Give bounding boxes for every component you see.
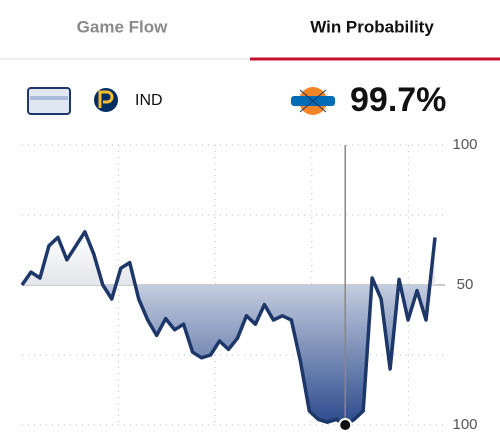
tab-label[interactable]: Win Probability <box>310 17 434 36</box>
y-tick-label: 100 <box>452 136 477 153</box>
pacers-logo <box>94 88 118 112</box>
y-tick-label: 50 <box>457 276 474 293</box>
area-lower <box>22 285 435 425</box>
team-abbr: IND <box>135 92 163 109</box>
y-tick-label: 100 <box>452 416 477 433</box>
plot <box>20 145 437 432</box>
knicks-logo <box>291 87 335 115</box>
win-probability-value: 99.7% <box>350 81 446 119</box>
area-upper <box>22 231 435 285</box>
line <box>20 230 437 427</box>
hover-dot <box>338 418 353 432</box>
card-icon <box>27 87 71 115</box>
tab-game-flow[interactable] <box>0 0 250 60</box>
tab-win-probability[interactable] <box>250 0 500 60</box>
tab-label[interactable]: Game Flow <box>77 17 168 36</box>
